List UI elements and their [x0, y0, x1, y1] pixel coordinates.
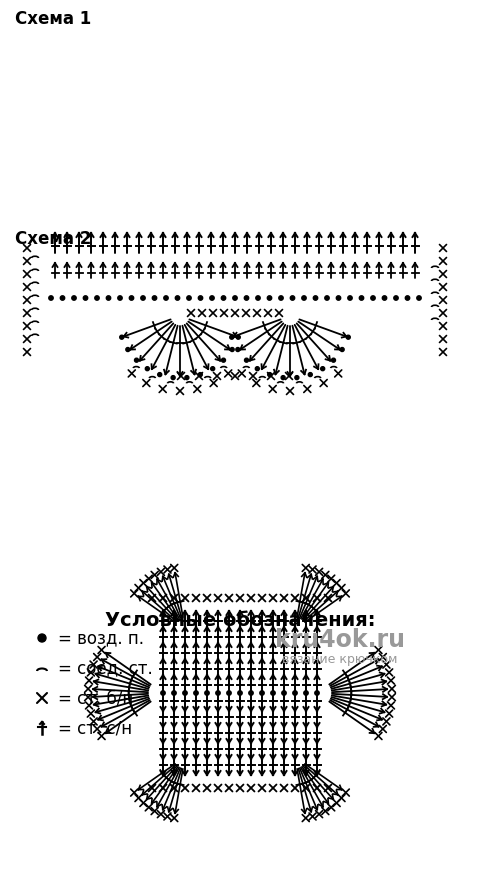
Circle shape	[267, 296, 272, 300]
Circle shape	[256, 296, 260, 300]
Circle shape	[38, 634, 46, 642]
Text: = ст. с/н: = ст. с/н	[58, 719, 132, 737]
Circle shape	[118, 296, 122, 300]
Circle shape	[227, 691, 231, 695]
Circle shape	[282, 691, 286, 695]
Circle shape	[210, 296, 214, 300]
Circle shape	[346, 335, 350, 339]
Circle shape	[84, 296, 88, 300]
Circle shape	[268, 373, 272, 377]
Circle shape	[255, 367, 259, 370]
Circle shape	[371, 296, 375, 300]
Circle shape	[230, 335, 234, 339]
Text: вязание крючком: вязание крючком	[282, 653, 398, 666]
Circle shape	[382, 296, 387, 300]
Circle shape	[230, 347, 234, 352]
Circle shape	[313, 296, 318, 300]
Circle shape	[205, 691, 209, 695]
Circle shape	[417, 296, 421, 300]
Circle shape	[244, 296, 249, 300]
Circle shape	[236, 347, 240, 352]
Circle shape	[158, 373, 162, 377]
Circle shape	[126, 347, 130, 352]
Circle shape	[120, 335, 124, 339]
Text: Схема 2: Схема 2	[15, 230, 91, 248]
Circle shape	[185, 376, 189, 379]
Circle shape	[172, 691, 176, 695]
Circle shape	[249, 691, 253, 695]
Circle shape	[281, 376, 285, 379]
Circle shape	[141, 296, 145, 300]
Circle shape	[348, 296, 352, 300]
Circle shape	[238, 691, 242, 695]
Circle shape	[271, 691, 275, 695]
Text: kru4ok.ru: kru4ok.ru	[275, 628, 405, 652]
Text: Условные обозначения:: Условные обозначения:	[105, 611, 375, 630]
Circle shape	[293, 691, 297, 695]
Circle shape	[216, 691, 220, 695]
Text: = ст. б/н: = ст. б/н	[58, 689, 133, 707]
Circle shape	[161, 691, 165, 695]
Circle shape	[221, 296, 226, 300]
Circle shape	[194, 691, 198, 695]
Circle shape	[394, 296, 398, 300]
Circle shape	[164, 296, 168, 300]
Circle shape	[236, 335, 240, 339]
Circle shape	[405, 296, 410, 300]
Text: = возд. п.: = возд. п.	[58, 629, 144, 647]
Text: = соед. ст.: = соед. ст.	[58, 659, 153, 677]
Circle shape	[302, 296, 306, 300]
Circle shape	[60, 296, 65, 300]
Circle shape	[233, 296, 237, 300]
Circle shape	[279, 296, 283, 300]
Circle shape	[336, 296, 341, 300]
Circle shape	[187, 296, 191, 300]
Circle shape	[244, 358, 249, 362]
Circle shape	[211, 367, 215, 370]
Circle shape	[49, 296, 53, 300]
Circle shape	[72, 296, 76, 300]
Text: Схема 1: Схема 1	[15, 10, 91, 28]
Circle shape	[134, 358, 139, 362]
Circle shape	[295, 376, 299, 379]
Circle shape	[183, 691, 187, 695]
Circle shape	[360, 296, 364, 300]
Circle shape	[171, 376, 175, 379]
Circle shape	[129, 296, 134, 300]
Circle shape	[290, 296, 295, 300]
Circle shape	[315, 691, 319, 695]
Circle shape	[175, 296, 180, 300]
Circle shape	[95, 296, 99, 300]
Circle shape	[325, 296, 329, 300]
Circle shape	[106, 296, 111, 300]
Circle shape	[332, 358, 336, 362]
Circle shape	[221, 358, 226, 362]
Circle shape	[308, 373, 312, 377]
Circle shape	[152, 296, 156, 300]
Circle shape	[198, 296, 203, 300]
Circle shape	[145, 367, 149, 370]
Circle shape	[304, 691, 308, 695]
Circle shape	[340, 347, 344, 352]
Circle shape	[321, 367, 324, 370]
Circle shape	[198, 373, 202, 377]
Circle shape	[260, 691, 264, 695]
